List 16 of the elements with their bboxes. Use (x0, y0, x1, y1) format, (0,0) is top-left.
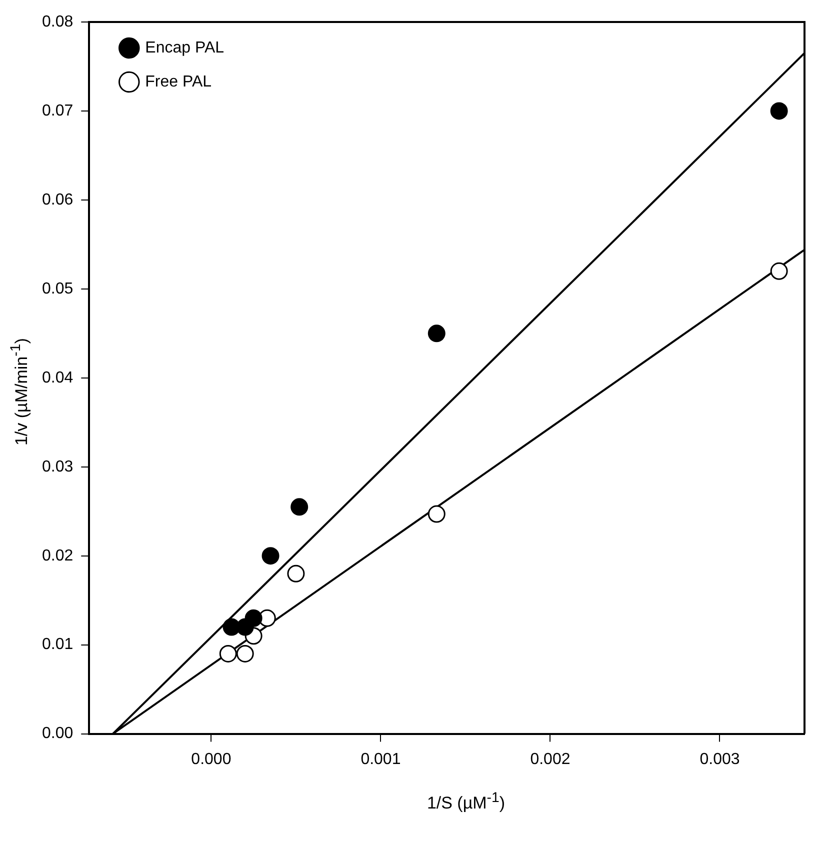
y-tick-label: 0.04 (42, 369, 74, 386)
x-tick-label: 0.003 (700, 750, 740, 768)
x-axis-title: 1/S (µM$^{-1}$) (426, 790, 506, 814)
y-tick-label: 0.05 (42, 280, 74, 298)
x-tick-label: 0.000 (191, 750, 232, 768)
y-tick-label: 0.00 (42, 725, 74, 742)
y-tick-label: 0.06 (42, 191, 74, 208)
y-tick-label: 0.08 (42, 13, 74, 30)
x-tick-label: 0.001 (360, 750, 401, 768)
y-tick-label: 0.02 (42, 547, 74, 564)
y-tick-label: 0.07 (42, 102, 74, 120)
y-tick-label: 0.01 (42, 636, 74, 654)
legend-label: Encap PAL (145, 39, 224, 56)
legend-label: Free PAL (145, 73, 212, 90)
x-tick-label: 0.002 (530, 750, 570, 768)
y-tick-label: 0.03 (42, 458, 74, 476)
